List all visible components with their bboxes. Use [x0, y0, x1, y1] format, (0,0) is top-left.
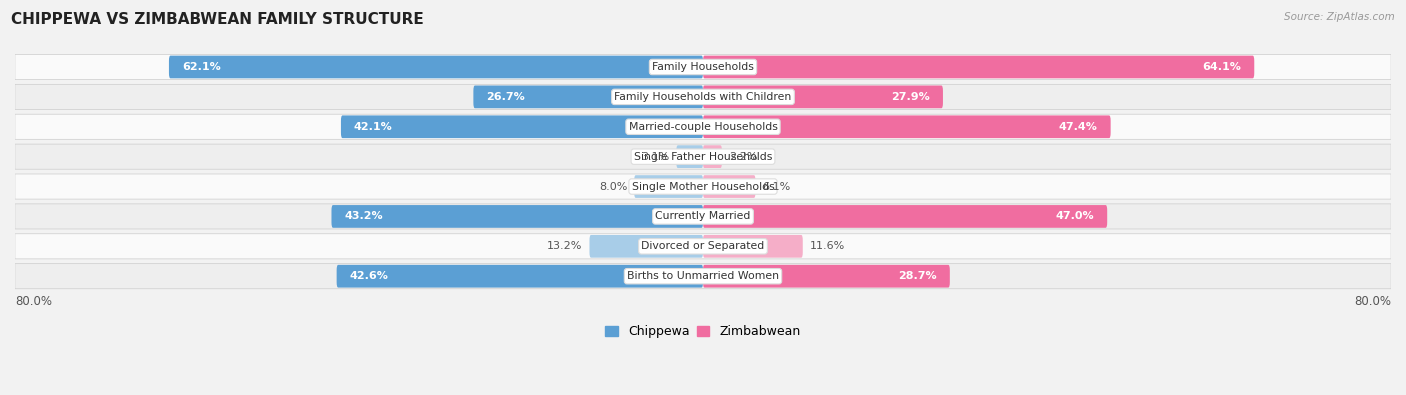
- FancyBboxPatch shape: [676, 145, 703, 168]
- FancyBboxPatch shape: [332, 205, 703, 228]
- Text: 6.1%: 6.1%: [762, 182, 790, 192]
- Text: 80.0%: 80.0%: [15, 295, 52, 308]
- Text: Family Households: Family Households: [652, 62, 754, 72]
- Text: 27.9%: 27.9%: [891, 92, 929, 102]
- FancyBboxPatch shape: [15, 263, 1391, 289]
- FancyBboxPatch shape: [15, 234, 1391, 259]
- FancyBboxPatch shape: [15, 174, 1391, 199]
- FancyBboxPatch shape: [15, 55, 1391, 79]
- FancyBboxPatch shape: [15, 144, 1391, 169]
- FancyBboxPatch shape: [336, 265, 703, 288]
- Text: 26.7%: 26.7%: [486, 92, 524, 102]
- Text: Births to Unmarried Women: Births to Unmarried Women: [627, 271, 779, 281]
- Text: Married-couple Households: Married-couple Households: [628, 122, 778, 132]
- Text: 43.2%: 43.2%: [344, 211, 382, 222]
- FancyBboxPatch shape: [634, 175, 703, 198]
- Text: Single Mother Households: Single Mother Households: [631, 182, 775, 192]
- Text: 80.0%: 80.0%: [1354, 295, 1391, 308]
- FancyBboxPatch shape: [474, 86, 703, 108]
- FancyBboxPatch shape: [703, 235, 803, 258]
- Text: 11.6%: 11.6%: [810, 241, 845, 251]
- FancyBboxPatch shape: [703, 205, 1107, 228]
- Text: 64.1%: 64.1%: [1202, 62, 1241, 72]
- FancyBboxPatch shape: [15, 204, 1391, 229]
- FancyBboxPatch shape: [703, 145, 721, 168]
- Text: Divorced or Separated: Divorced or Separated: [641, 241, 765, 251]
- Text: 2.2%: 2.2%: [728, 152, 758, 162]
- Text: Source: ZipAtlas.com: Source: ZipAtlas.com: [1284, 12, 1395, 22]
- FancyBboxPatch shape: [703, 56, 1254, 78]
- FancyBboxPatch shape: [340, 115, 703, 138]
- Text: Family Households with Children: Family Households with Children: [614, 92, 792, 102]
- Text: Single Father Households: Single Father Households: [634, 152, 772, 162]
- Text: 47.4%: 47.4%: [1059, 122, 1098, 132]
- FancyBboxPatch shape: [15, 114, 1391, 139]
- FancyBboxPatch shape: [703, 175, 755, 198]
- FancyBboxPatch shape: [15, 84, 1391, 109]
- Legend: Chippewa, Zimbabwean: Chippewa, Zimbabwean: [600, 320, 806, 343]
- Text: 8.0%: 8.0%: [599, 182, 627, 192]
- Text: 42.1%: 42.1%: [354, 122, 392, 132]
- Text: 62.1%: 62.1%: [181, 62, 221, 72]
- Text: Currently Married: Currently Married: [655, 211, 751, 222]
- FancyBboxPatch shape: [589, 235, 703, 258]
- FancyBboxPatch shape: [703, 86, 943, 108]
- Text: 42.6%: 42.6%: [350, 271, 388, 281]
- FancyBboxPatch shape: [703, 115, 1111, 138]
- FancyBboxPatch shape: [169, 56, 703, 78]
- Text: 13.2%: 13.2%: [547, 241, 582, 251]
- Text: CHIPPEWA VS ZIMBABWEAN FAMILY STRUCTURE: CHIPPEWA VS ZIMBABWEAN FAMILY STRUCTURE: [11, 12, 425, 27]
- Text: 3.1%: 3.1%: [641, 152, 669, 162]
- FancyBboxPatch shape: [703, 265, 950, 288]
- Text: 28.7%: 28.7%: [898, 271, 936, 281]
- Text: 47.0%: 47.0%: [1056, 211, 1094, 222]
